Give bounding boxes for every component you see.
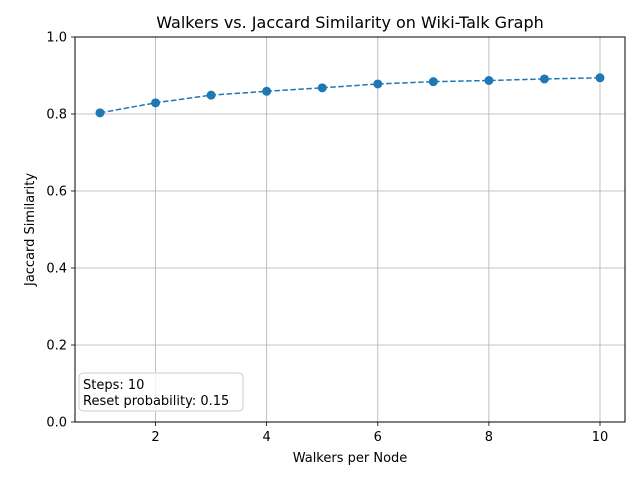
data-point: [484, 76, 494, 86]
data-point: [539, 74, 549, 84]
data-point: [373, 79, 383, 89]
x-tick-label: 6: [374, 430, 382, 445]
y-tick-label: 0.4: [46, 262, 67, 277]
y-tick-label: 0.6: [46, 185, 67, 200]
data-point: [428, 77, 438, 87]
x-tick-label: 4: [263, 430, 271, 445]
series-layer: [95, 73, 605, 118]
y-tick-label: 0.8: [46, 108, 67, 123]
y-tick-label: 0.0: [46, 416, 67, 431]
x-tick-label: 10: [592, 430, 609, 445]
x-axis-label: Walkers per Node: [293, 451, 408, 466]
data-point: [595, 73, 605, 83]
annotation-reset-probability: Reset probability: 0.15: [83, 394, 229, 409]
annotation-steps: Steps: 10: [83, 378, 144, 393]
x-tick-label: 2: [151, 430, 159, 445]
y-tick-label: 1.0: [46, 31, 67, 46]
chart-title: Walkers vs. Jaccard Similarity on Wiki-T…: [156, 13, 544, 32]
plot-frame: [74, 36, 626, 423]
data-point: [317, 83, 327, 93]
y-axis-label: Jaccard Similarity: [23, 173, 38, 287]
x-axis-ticks: 2 4 6 8 10: [151, 422, 608, 445]
data-point: [262, 86, 272, 96]
annotation-box: Steps: 10 Reset probability: 0.15: [78, 372, 244, 412]
series-line: [99, 77, 601, 114]
y-tick-label: 0.2: [46, 339, 67, 354]
data-point: [95, 108, 105, 118]
annotation-background: [78, 372, 244, 412]
data-point: [151, 98, 161, 108]
x-tick-label: 8: [485, 430, 493, 445]
data-point: [206, 90, 216, 100]
y-axis-ticks: 0.0 0.2 0.4 0.6 0.8 1.0: [46, 31, 75, 431]
